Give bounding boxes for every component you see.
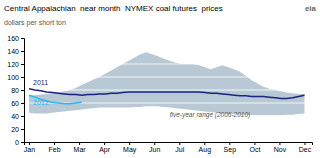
- y-tick-mark: [21, 116, 24, 117]
- x-tick-mark: [229, 142, 230, 145]
- x-tick-mark: [204, 142, 205, 145]
- y-tick-label: 120: [7, 61, 19, 68]
- x-tick: Sep: [224, 142, 237, 154]
- marks: [29, 52, 304, 115]
- y-tick-label: 40: [11, 113, 19, 120]
- x-tick-label: Jan: [24, 146, 35, 153]
- y-axis-title: dollars per short ton: [4, 19, 66, 27]
- title: Central Appalachian near month NYMEX coa…: [4, 4, 223, 13]
- x-tick-mark: [29, 142, 30, 145]
- x-tick: Oct: [249, 142, 260, 153]
- lines: [29, 89, 304, 104]
- x-tick-mark: [279, 142, 280, 145]
- y-tick-label: 100: [7, 74, 19, 81]
- y-tick-mark: [21, 51, 24, 52]
- x-tick-label: Mar: [74, 146, 87, 153]
- x-tick-mark: [154, 142, 155, 145]
- x-tick-label: Jul: [175, 146, 184, 153]
- grid-line: [24, 77, 312, 78]
- y-tick-mark: [21, 129, 24, 130]
- y-tick: 120: [7, 61, 24, 68]
- y-tick-label: 160: [7, 35, 19, 42]
- grid-line: [24, 90, 312, 91]
- y-tick: 0: [15, 139, 24, 146]
- series-line: [29, 89, 304, 99]
- y-tick-mark: [21, 103, 24, 104]
- grid-line: [24, 129, 312, 130]
- x-tick-label: Oct: [249, 146, 260, 153]
- y-axis: 0 20 40 60 80 100 120 140 160: [7, 35, 24, 146]
- y-tick: 20: [11, 126, 24, 133]
- y-tick: 80: [11, 87, 24, 94]
- x-tick: Jul: [175, 142, 184, 153]
- x-axis: Jan Feb Mar Apr May Jun Jul Aug Sep Oct Nov Dec: [24, 142, 313, 154]
- x-tick-mark: [54, 142, 55, 145]
- series-labels: five-year range (2006-2010) 2011 2012: [33, 79, 250, 119]
- x-tick: Mar: [74, 142, 87, 153]
- grid-line: [24, 116, 312, 117]
- x-tick: Dec: [299, 142, 312, 153]
- y-tick-label: 80: [11, 87, 19, 94]
- y-tick-mark: [21, 38, 24, 39]
- x-tick-mark: [129, 142, 130, 145]
- y-tick: 100: [7, 74, 24, 81]
- chart: Central Appalachian near month NYMEX coa…: [0, 0, 320, 158]
- series-label: 2012: [33, 99, 49, 106]
- grid: [24, 38, 312, 142]
- y-tick-mark: [21, 77, 24, 78]
- series-label: 2011: [33, 79, 48, 86]
- x-tick: May: [123, 142, 137, 154]
- plot-area: Jan Feb Mar Apr May Jun Jul Aug Sep Oct Nov Dec 0 20 4…: [7, 35, 312, 154]
- y-tick-label: 140: [7, 48, 19, 55]
- y-axis-line: [21, 39, 25, 143]
- x-tick-label: May: [123, 146, 137, 154]
- x-tick: Jan: [24, 142, 35, 153]
- grid-line: [24, 64, 312, 65]
- x-tick-label: Apr: [99, 146, 111, 154]
- x-tick: Jun: [149, 142, 160, 153]
- x-tick-mark: [304, 142, 305, 145]
- y-tick-label: 60: [11, 100, 19, 107]
- y-tick-mark: [21, 142, 24, 143]
- y-tick-label: 20: [11, 126, 19, 133]
- x-tick: Apr: [99, 142, 111, 154]
- x-tick-label: Feb: [49, 146, 61, 153]
- series-label: five-year range (2006-2010): [170, 111, 251, 119]
- y-tick-label: 0: [15, 139, 19, 146]
- y-tick: 60: [11, 100, 24, 107]
- x-tick: Nov: [274, 142, 287, 153]
- annotation: eia: [305, 4, 317, 13]
- y-tick-mark: [21, 64, 24, 65]
- y-tick: 160: [7, 35, 24, 42]
- y-tick: 40: [11, 113, 24, 120]
- y-tick-mark: [21, 90, 24, 91]
- x-tick-label: Sep: [224, 146, 237, 154]
- x-tick-label: Nov: [274, 146, 287, 153]
- x-tick: Aug: [199, 142, 212, 154]
- x-tick-mark: [104, 142, 105, 145]
- x-tick-label: Aug: [199, 146, 212, 154]
- x-tick-label: Dec: [299, 146, 312, 153]
- range-area: [29, 52, 304, 115]
- x-axis-line: [25, 143, 313, 146]
- grid-line: [24, 38, 312, 39]
- x-tick-mark: [179, 142, 180, 145]
- x-tick-label: Jun: [149, 146, 160, 153]
- grid-line: [24, 51, 312, 52]
- x-tick: Feb: [49, 142, 61, 153]
- x-tick-mark: [79, 142, 80, 145]
- y-tick: 140: [7, 48, 24, 55]
- x-tick-mark: [254, 142, 255, 145]
